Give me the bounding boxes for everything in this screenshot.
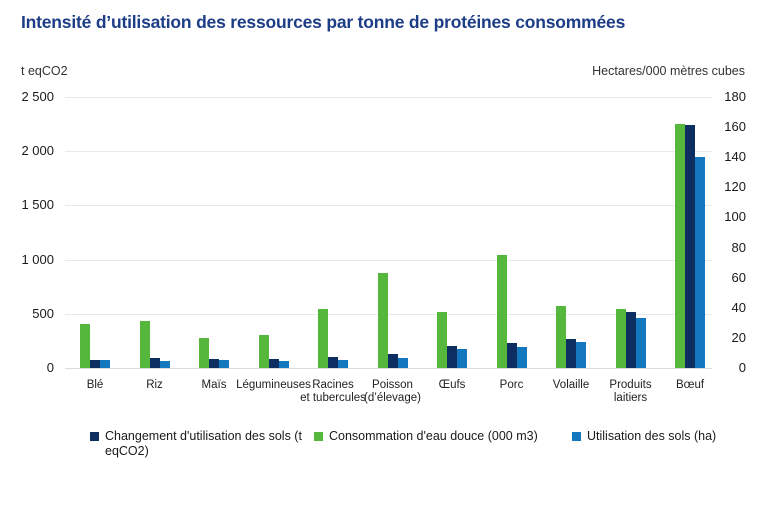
gridline [65, 259, 712, 261]
bar-land-use-change [268, 359, 279, 368]
bar-water-consumption [556, 306, 566, 368]
chart-title: Intensité d’utilisation des ressources p… [21, 12, 626, 32]
category-label: Porc [457, 379, 567, 392]
category-label-line: Bœuf [675, 379, 705, 391]
left-axis-tick: 2 000 [21, 143, 54, 159]
category-label-line: Légumineuses [236, 379, 311, 391]
bar-water-consumption [318, 309, 328, 368]
category-label-line: Volaille [552, 379, 590, 391]
bar-water-consumption [675, 124, 685, 368]
legend-label: Consommation d'eau douce (000 m3) [329, 429, 538, 443]
right-axis-tick: 160 [724, 119, 746, 135]
left-axis-tick: 2 500 [21, 89, 54, 104]
bar-water-consumption [377, 273, 388, 368]
category-label: Blé [40, 379, 150, 392]
bar-water-consumption [139, 320, 150, 368]
right-axis-tick: 0 [738, 360, 746, 375]
bar-water-consumption [496, 255, 507, 368]
category-label-line: Poisson [372, 379, 413, 391]
right-axis-tick: 140 [724, 149, 746, 165]
legend-label: Utilisation des sols (ha) [587, 429, 717, 443]
bar-land-use-change [685, 125, 695, 368]
right-axis-tick: 60 [731, 269, 746, 285]
category-label-line: Blé [86, 379, 104, 391]
gridline [65, 205, 712, 207]
legend-label: Changement d'utilisation des sols (t eqC… [105, 429, 302, 458]
right-axis-tick: 20 [731, 329, 746, 345]
left-axis-tick: 1 000 [21, 251, 54, 267]
bar-land-use-change [387, 354, 398, 368]
legend-item: Consommation d'eau douce (000 m3) [314, 429, 538, 444]
right-axis-tick: 120 [724, 179, 746, 195]
category-label: Bœuf [635, 379, 745, 392]
bar-land-use [457, 349, 467, 368]
right-axis-tick: 80 [731, 239, 746, 255]
bar-land-use-change [566, 339, 576, 368]
right-axis-tick: 100 [724, 209, 746, 225]
bar-water-consumption [199, 337, 209, 368]
left-axis-unit-label: t eqCO2 [21, 64, 68, 78]
category-label-line: Œufs [438, 379, 466, 391]
category-label: Œufs [397, 379, 507, 392]
category-label: Légumineuses [219, 379, 329, 392]
bar-land-use-change [447, 346, 457, 368]
category-label: Maïs [159, 379, 269, 392]
bar-land-use [635, 318, 646, 368]
bar-land-use-change [625, 311, 636, 368]
gridline [65, 313, 712, 315]
legend-swatch-icon [572, 432, 581, 441]
bar-land-use [219, 360, 229, 368]
bar-land-use-change [90, 359, 100, 368]
bar-water-consumption [437, 311, 447, 368]
gridline [65, 151, 712, 153]
right-axis-tick: 180 [724, 89, 746, 104]
right-axis-unit-label: Hectares/000 mètres cubes [592, 64, 745, 78]
category-label-line: et tubercules [300, 392, 366, 404]
category-label: Volaille [516, 379, 626, 392]
category-label-line: Maïs [201, 379, 227, 391]
legend-item: Utilisation des sols (ha) [572, 429, 716, 444]
category-label: Poisson (d’élevage) [338, 379, 448, 405]
bar-land-use [516, 346, 527, 368]
legend-item: Changement d'utilisation des sols (t eqC… [90, 429, 307, 459]
bar-land-use [576, 341, 586, 368]
bar-land-use [397, 358, 408, 368]
bar-water-consumption [615, 309, 626, 368]
gridline [65, 368, 712, 369]
category-label-line: Racines [312, 379, 354, 391]
category-label: Riz [100, 379, 210, 392]
right-axis-tick: 40 [731, 299, 746, 315]
category-label: Racines et tubercules [278, 379, 388, 405]
category-label-line: Porc [499, 379, 524, 391]
category-label-line: (d’élevage) [364, 392, 421, 404]
bar-land-use [159, 361, 170, 368]
gridline [65, 97, 712, 98]
left-axis-tick: 500 [32, 305, 54, 321]
bar-land-use [695, 157, 705, 368]
bar-water-consumption [80, 324, 90, 368]
bar-land-use [278, 361, 289, 368]
bar-land-use-change [209, 359, 219, 368]
legend-swatch-icon [314, 432, 323, 441]
bar-water-consumption [258, 334, 269, 368]
legend-swatch-icon [90, 432, 99, 441]
left-axis-tick: 0 [46, 360, 54, 375]
left-axis-tick: 1 500 [21, 197, 54, 213]
bar-land-use-change [149, 358, 160, 368]
category-label-line: Riz [146, 379, 163, 391]
bar-land-use-change [328, 357, 338, 368]
bar-land-use [100, 360, 110, 368]
bar-land-use [338, 359, 348, 368]
bar-land-use-change [506, 343, 517, 368]
category-label: Produits laitiers [576, 379, 686, 405]
category-label-line: laitiers [613, 392, 648, 404]
category-label-line: Produits [609, 379, 652, 391]
